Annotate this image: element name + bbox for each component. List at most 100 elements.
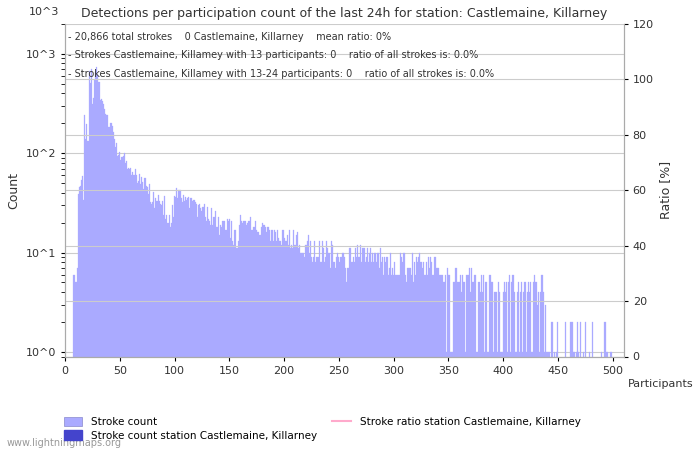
Bar [417,262,418,450]
Bar [293,230,295,450]
Bar [85,139,86,450]
Bar [439,274,440,450]
Bar [94,80,95,450]
Bar [314,241,315,450]
Bar [142,182,144,450]
Bar [129,169,130,450]
Bar [533,283,534,450]
Bar [90,83,91,450]
Bar [234,230,235,450]
Bar [464,283,466,450]
Bar [470,292,471,450]
Bar [104,109,105,450]
Bar [443,283,444,450]
Bar [446,352,447,450]
Bar [81,180,82,450]
Bar [132,172,134,450]
Bar [281,245,282,450]
Bar [359,257,360,450]
Bar [572,322,573,450]
Bar [266,232,267,450]
Bar [93,98,94,450]
Bar [419,252,421,450]
Bar [539,352,540,450]
Bar [541,274,542,450]
Bar [444,274,446,450]
Bar [316,257,318,450]
Bar [152,202,153,450]
Bar [88,140,89,450]
Bar [211,208,212,450]
Bar [96,67,97,450]
Bar [320,262,321,450]
Bar [307,235,309,450]
Bar [284,238,285,450]
Bar [584,322,586,450]
Bar [551,322,552,450]
Legend: Stroke count, Stroke count station Castlemaine, Killarney, Stroke ratio station : Stroke count, Stroke count station Castl… [60,413,584,445]
Bar [340,257,342,450]
Bar [299,245,300,450]
Bar [210,225,211,450]
Bar [111,126,113,450]
Bar [386,257,388,450]
Bar [411,274,412,450]
Bar [374,252,375,450]
Bar [384,257,386,450]
Bar [601,352,602,450]
Bar [161,205,162,450]
Bar [321,262,322,450]
Bar [578,352,580,450]
Bar [125,163,126,450]
Bar [391,274,392,450]
Bar [348,268,349,450]
Bar [351,262,353,450]
Bar [190,198,192,450]
Text: www.lightningmaps.org: www.lightningmaps.org [7,438,122,448]
Bar [174,196,175,450]
Bar [449,274,450,450]
Bar [148,194,149,450]
Bar [486,283,487,450]
Bar [410,268,411,450]
Bar [204,216,206,450]
Bar [534,274,536,450]
Bar [183,195,184,450]
Bar [97,75,99,450]
Bar [216,227,217,450]
Bar [267,227,268,450]
Bar [124,153,125,450]
Bar [214,212,216,450]
Bar [181,198,182,450]
Bar [514,352,516,450]
Bar [202,207,204,450]
Bar [199,204,200,450]
Bar [177,198,178,450]
Bar [526,292,528,450]
Bar [429,268,430,450]
Bar [456,283,458,450]
Bar [78,187,80,450]
Bar [287,235,288,450]
Bar [343,252,344,450]
Bar [582,352,584,450]
Bar [108,127,109,450]
Bar [103,104,104,450]
Bar [207,207,208,450]
Bar [172,205,173,450]
Bar [358,257,359,450]
Bar [217,227,218,450]
Bar [185,197,186,450]
Bar [371,262,372,450]
Bar [144,178,146,450]
Bar [508,283,509,450]
Bar [489,274,491,450]
Bar [163,215,164,450]
Bar [328,252,330,450]
Bar [154,208,155,450]
Bar [450,352,451,450]
Bar [428,257,429,450]
Bar [497,352,498,450]
Bar [231,220,232,450]
Bar [495,292,496,450]
